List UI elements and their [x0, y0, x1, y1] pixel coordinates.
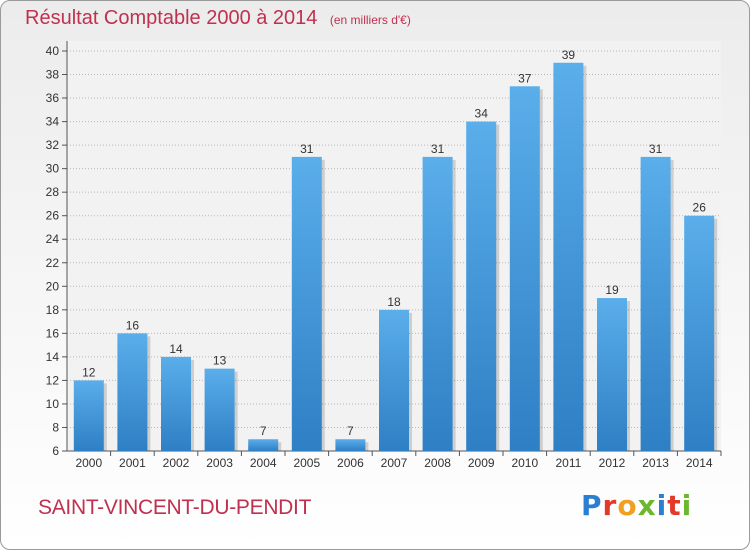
data-label: 31 — [300, 142, 314, 156]
data-label: 12 — [82, 365, 96, 379]
y-tick-label: 22 — [46, 256, 60, 270]
data-label: 37 — [518, 71, 532, 85]
y-tick-label: 30 — [46, 162, 60, 176]
y-tick-label: 40 — [46, 44, 60, 58]
x-tick-label: 2010 — [511, 456, 538, 470]
y-tick-label: 12 — [46, 373, 60, 387]
bar — [597, 298, 627, 451]
logo-letter: i — [681, 489, 693, 522]
x-tick-label: 2008 — [424, 456, 451, 470]
y-tick-label: 8 — [52, 420, 59, 434]
x-tick-label: 2006 — [337, 456, 364, 470]
y-tick-label: 24 — [46, 232, 60, 246]
bar — [684, 215, 715, 451]
logo-letter: x — [637, 489, 657, 522]
y-tick-label: 18 — [46, 303, 60, 317]
bar — [204, 368, 235, 451]
y-tick-label: 14 — [46, 350, 60, 364]
logo-letter: t — [667, 489, 682, 522]
chart-subtitle: (en milliers d'€) — [329, 13, 411, 27]
x-tick-label: 2013 — [642, 456, 669, 470]
bar — [291, 156, 322, 451]
bar — [161, 356, 191, 451]
x-tick-label: 2007 — [381, 456, 408, 470]
data-label: 31 — [649, 142, 663, 156]
y-tick-label: 26 — [46, 209, 60, 223]
data-label: 39 — [562, 48, 576, 62]
chart-title: Résultat Comptable 2000 à 2014 — [25, 7, 318, 29]
data-label: 7 — [260, 424, 267, 438]
data-label: 16 — [126, 318, 140, 332]
data-label: 31 — [431, 142, 445, 156]
data-label: 13 — [213, 354, 227, 368]
data-label: 19 — [605, 283, 619, 297]
bar — [422, 156, 453, 451]
bar — [553, 62, 584, 451]
proxiti-logo: Proxiti — [581, 489, 692, 522]
logo-letter: P — [581, 489, 603, 522]
x-tick-label: 2005 — [293, 456, 320, 470]
bar — [379, 309, 409, 451]
x-tick-label: 2002 — [163, 456, 190, 470]
data-label: 14 — [169, 342, 183, 356]
bar — [73, 380, 104, 451]
bar — [509, 86, 540, 451]
logo-letter: r — [602, 489, 618, 522]
bar — [248, 439, 279, 451]
bar — [335, 439, 366, 451]
data-label: 7 — [347, 424, 354, 438]
logo-letter: i — [656, 489, 668, 522]
title-row: Résultat Comptable 2000 à 2014 (en milli… — [25, 7, 411, 30]
x-tick-label: 2011 — [555, 456, 581, 470]
y-tick-label: 20 — [46, 279, 60, 293]
logo-letter: o — [617, 489, 638, 522]
x-tick-label: 2009 — [468, 456, 495, 470]
x-tick-label: 2001 — [119, 456, 146, 470]
data-label: 26 — [693, 201, 707, 215]
y-tick-label: 10 — [46, 397, 60, 411]
x-tick-label: 2004 — [250, 456, 277, 470]
y-tick-label: 34 — [46, 115, 60, 129]
y-tick-label: 36 — [46, 91, 60, 105]
data-label: 18 — [387, 295, 401, 309]
bar — [466, 121, 497, 452]
y-tick-label: 38 — [46, 68, 60, 82]
bar-chart: 6 8 10 12 14 16 18 20 22 24 26 28 30 32 34 36 38 40 12 2000… — [46, 41, 722, 470]
y-tick-label: 6 — [52, 444, 59, 458]
y-tick-label: 16 — [46, 326, 60, 340]
x-tick-label: 2003 — [206, 456, 233, 470]
bar — [117, 333, 148, 451]
y-tick-label: 28 — [46, 185, 60, 199]
data-label: 34 — [475, 107, 489, 121]
x-tick-label: 2000 — [75, 456, 102, 470]
bar — [640, 156, 671, 451]
x-tick-label: 2014 — [686, 456, 713, 470]
y-tick-label: 32 — [46, 138, 60, 152]
x-tick-label: 2012 — [599, 456, 626, 470]
commune-name: SAINT-VINCENT-DU-PENDIT — [38, 496, 312, 519]
